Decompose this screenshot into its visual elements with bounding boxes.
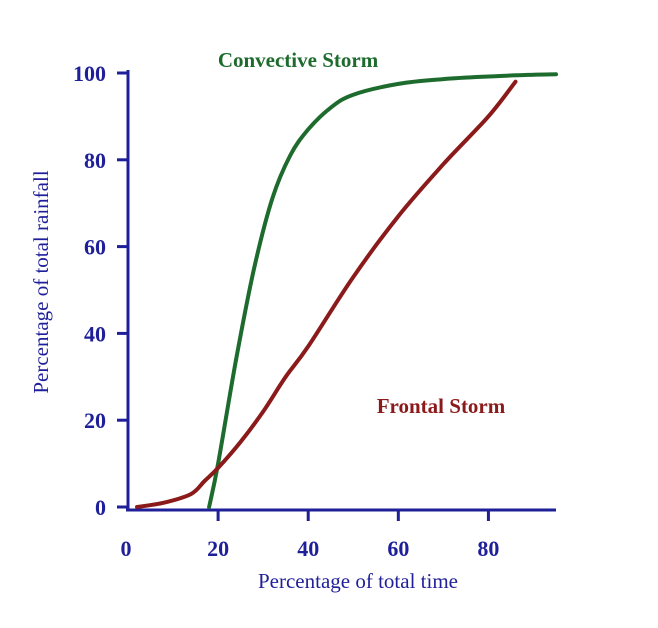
y-tick-label-80: 80	[84, 148, 106, 173]
axes: 0 20 40 60 80 100 0 20 40 60 80	[73, 61, 556, 561]
x-axis-title: Percentage of total time	[258, 569, 458, 593]
y-tick-label-40: 40	[84, 321, 106, 346]
series-line-convective-storm	[207, 72, 558, 509]
x-tick-label-0: 0	[121, 536, 132, 561]
x-tick-label-80: 80	[477, 536, 499, 561]
x-tick-label-60: 60	[387, 536, 409, 561]
y-tick-label-20: 20	[84, 408, 106, 433]
series-layer	[135, 72, 558, 509]
y-tick-label-100: 100	[73, 61, 106, 86]
x-tick-label-20: 20	[207, 536, 229, 561]
series-line-frontal-storm	[135, 79, 518, 509]
x-tick-label-40: 40	[297, 536, 319, 561]
series-label-frontal-storm: Frontal Storm	[377, 394, 506, 418]
series-label-convective-storm: Convective Storm	[218, 48, 379, 72]
y-tick-label-60: 60	[84, 235, 106, 260]
labels-layer: Convective Storm Frontal Storm	[218, 48, 506, 418]
y-tick-label-0: 0	[95, 495, 106, 520]
y-axis-title: Percentage of total rainfall	[29, 170, 53, 393]
